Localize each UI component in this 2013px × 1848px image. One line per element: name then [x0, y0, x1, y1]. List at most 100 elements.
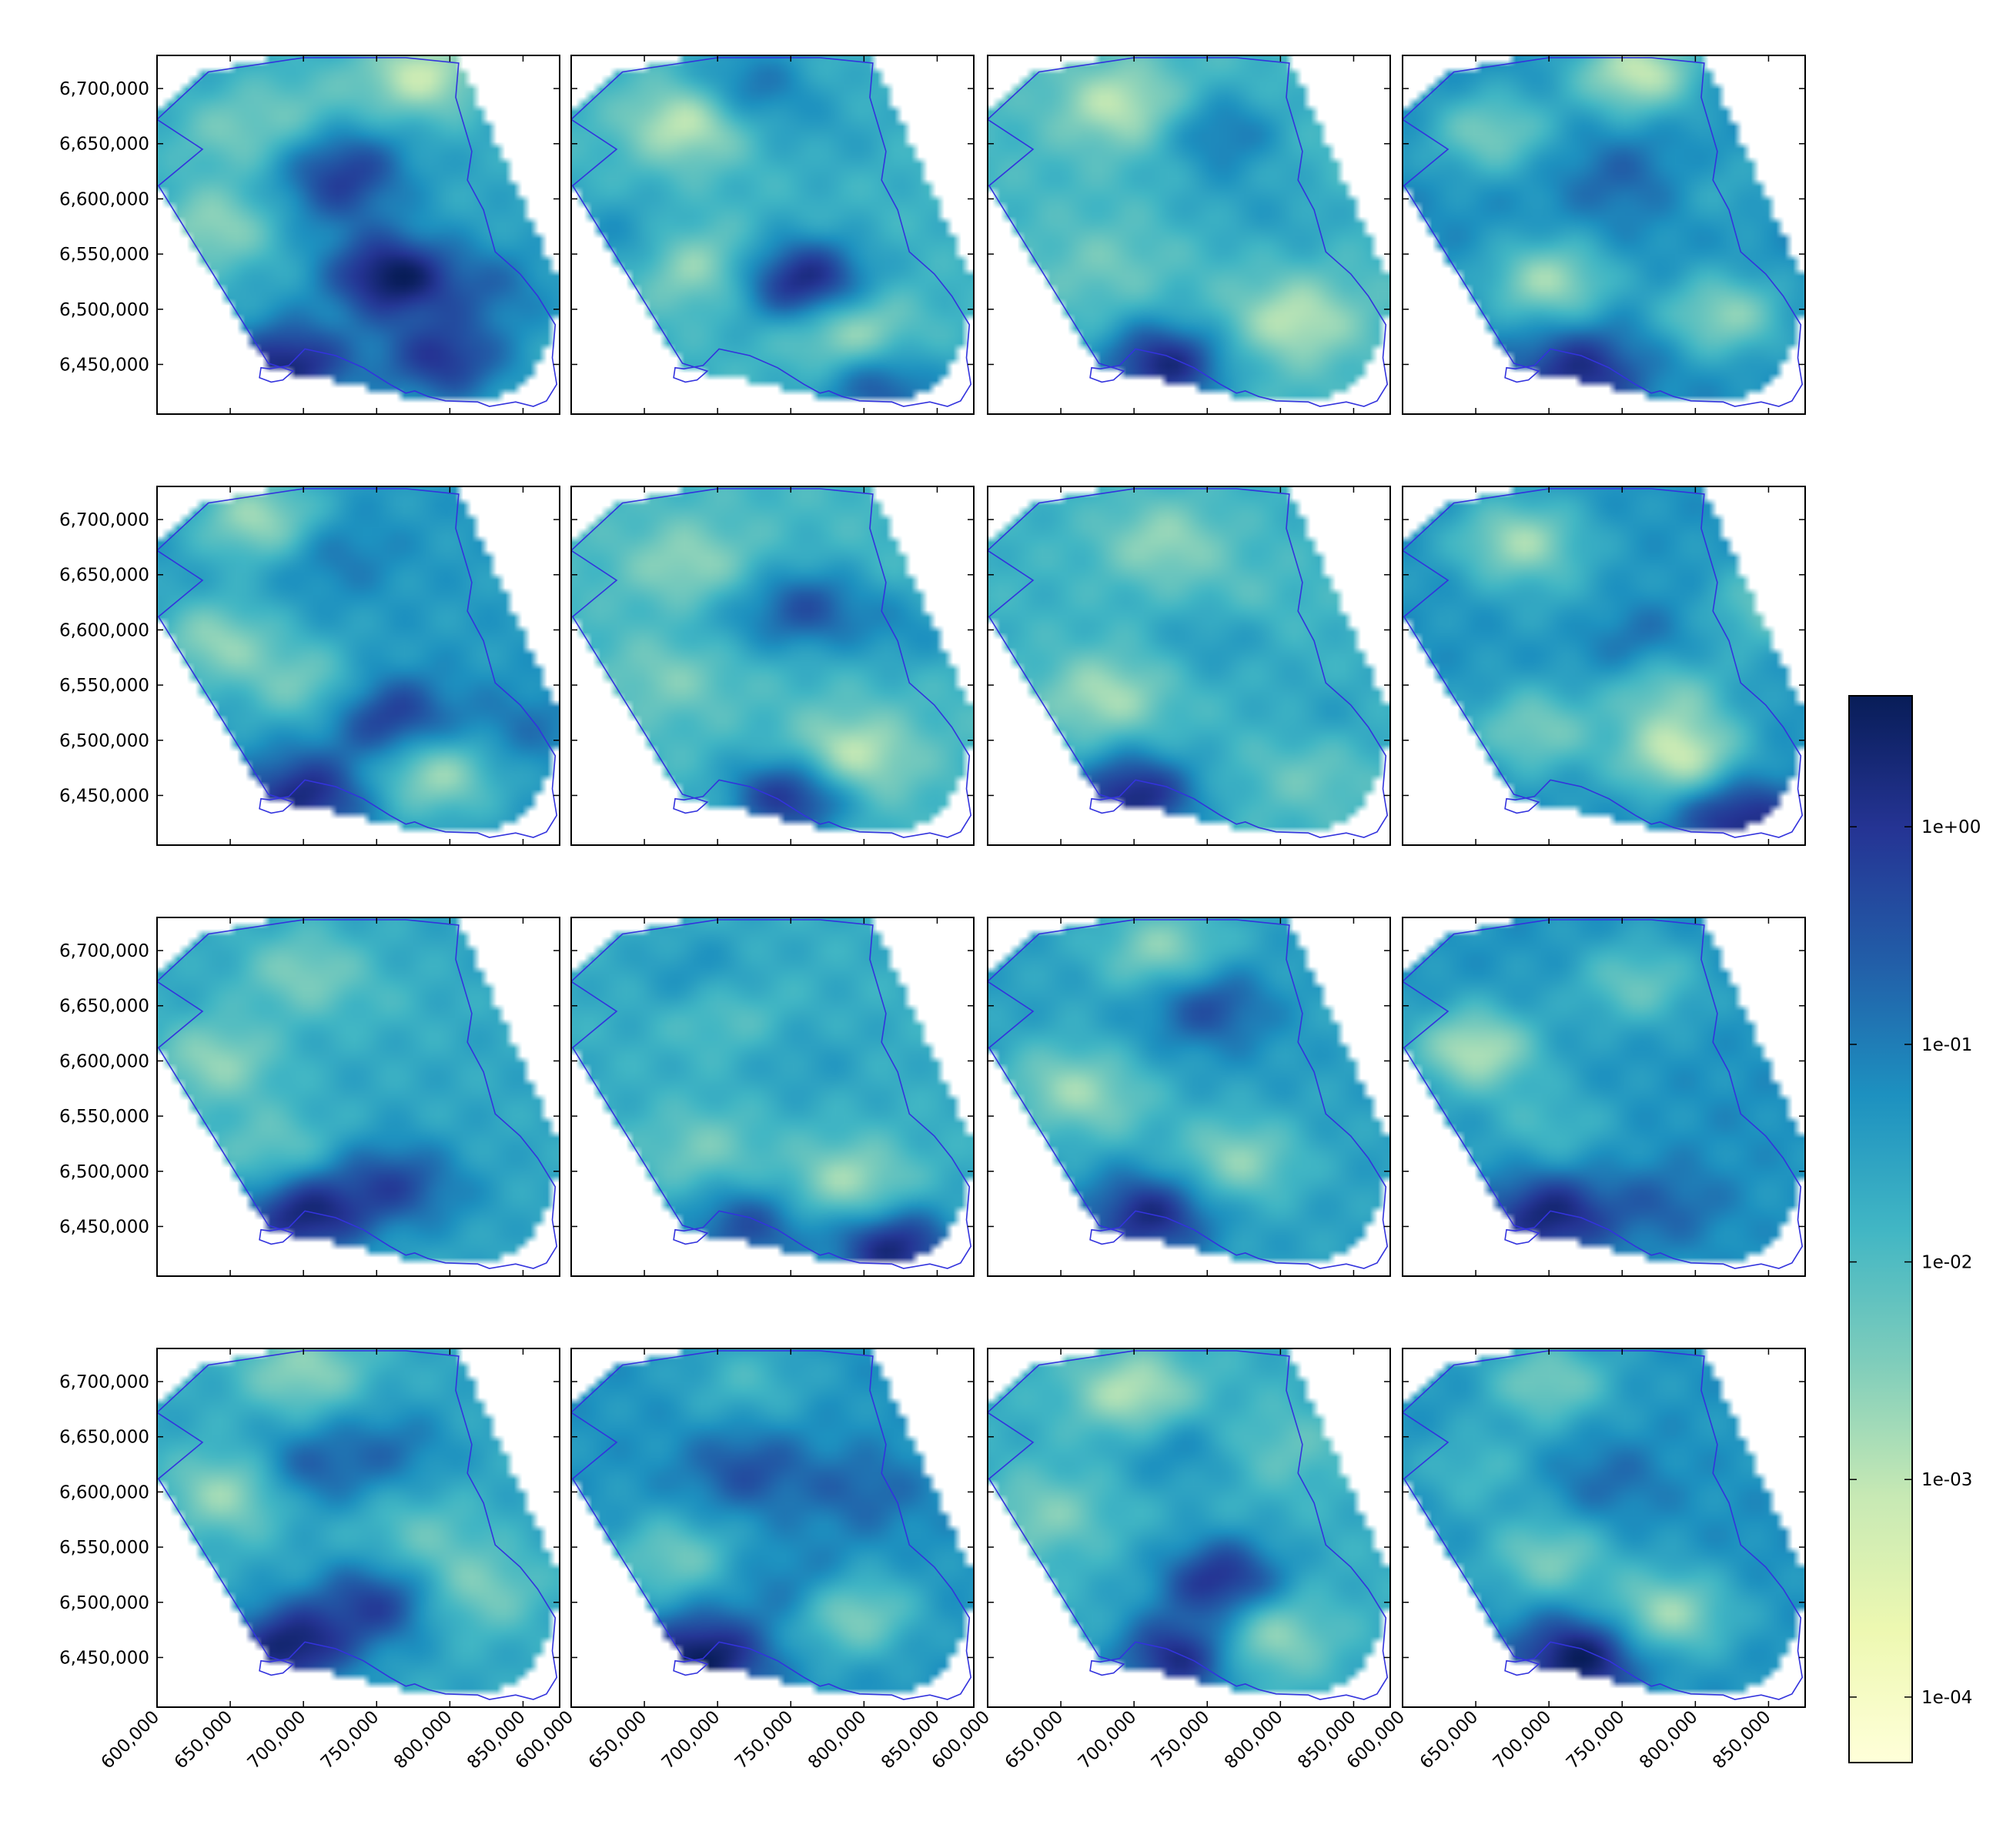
y-tick-label: 6,500,000: [59, 300, 149, 320]
axes-frame: [987, 917, 1391, 1277]
x-tick-label: 650,000: [1416, 1707, 1483, 1773]
x-tick-label: 850,000: [1709, 1707, 1775, 1773]
y-tick-label: 6,600,000: [59, 1482, 149, 1502]
axes-frame: [156, 486, 560, 846]
y-tick-label: 6,500,000: [59, 731, 149, 751]
y-tick-label: 6,650,000: [59, 997, 149, 1017]
x-tick-label: 700,000: [244, 1707, 310, 1773]
axes-frame: [570, 55, 975, 415]
map-panel: [156, 55, 560, 415]
y-axis-tick-labels: 6,450,000 6,500,000 6,550,000 6,600,000 6,65…: [59, 79, 149, 1668]
heatmap-field: [157, 55, 560, 414]
y-tick-label: 6,600,000: [59, 1051, 149, 1071]
x-tick-label: 650,000: [171, 1707, 237, 1773]
heatmap-field: [1403, 1348, 1805, 1707]
map-panel: [987, 1348, 1391, 1708]
x-tick-label: 700,000: [1490, 1707, 1556, 1773]
axes-frame: [1402, 917, 1806, 1277]
colorbar-gradient: [1848, 695, 1913, 1763]
x-tick-label: 700,000: [658, 1707, 724, 1773]
axes-frame: [570, 917, 975, 1277]
colorbar-tick-label: 1e+00: [1921, 817, 1981, 837]
heatmap-field: [157, 486, 560, 845]
region-boundary: [987, 488, 1389, 838]
panel-grid: [156, 55, 1806, 1708]
y-tick-label: 6,550,000: [59, 1538, 149, 1558]
map-panel: [987, 55, 1391, 415]
axes-frame: [987, 1348, 1391, 1708]
y-tick-label: 6,450,000: [59, 355, 149, 375]
y-tick-label: 6,550,000: [59, 1107, 149, 1127]
y-tick-label: 6,650,000: [59, 135, 149, 155]
region-boundary: [156, 57, 558, 407]
x-tick-label: 700,000: [1075, 1707, 1141, 1773]
x-tick-label: 800,000: [1636, 1707, 1702, 1773]
axes-frame: [1402, 55, 1806, 415]
x-tick-label: 750,000: [1563, 1707, 1629, 1773]
region-boundary: [1402, 57, 1804, 407]
x-tick-label: 750,000: [317, 1707, 383, 1773]
region-boundary: [1402, 1350, 1804, 1700]
y-tick-label: 6,600,000: [59, 620, 149, 640]
y-tick-label: 6,600,000: [59, 189, 149, 209]
y-tick-label: 6,700,000: [59, 510, 149, 530]
map-panel: [570, 486, 975, 846]
y-tick-label: 6,500,000: [59, 1162, 149, 1182]
map-panel: [1402, 1348, 1806, 1708]
x-axis-tick-labels: 600,000 650,000 700,000 750,000 800,000 850,0…: [98, 1707, 1775, 1773]
heatmap-field: [1403, 486, 1805, 845]
y-tick-label: 6,450,000: [59, 1648, 149, 1668]
region-boundary: [570, 1350, 972, 1700]
y-tick-label: 6,550,000: [59, 676, 149, 696]
region-boundary: [570, 919, 972, 1269]
map-panel: [1402, 486, 1806, 846]
heatmap-field: [988, 917, 1390, 1276]
colorbar-tick-label: 1e-01: [1921, 1035, 1972, 1055]
heatmap-field: [571, 1348, 974, 1707]
map-panel: [156, 486, 560, 846]
region-boundary: [156, 1350, 558, 1700]
region-boundary: [987, 1350, 1389, 1700]
colorbar: 1e-04 1e-03 1e-02 1e-01 1e+00: [1848, 695, 1981, 1763]
y-tick-label: 6,450,000: [59, 786, 149, 806]
map-panel: [156, 1348, 560, 1708]
x-tick-label: 750,000: [1148, 1707, 1214, 1773]
x-tick-label: 800,000: [804, 1707, 871, 1773]
y-tick-label: 6,650,000: [59, 1428, 149, 1448]
region-boundary: [1402, 919, 1804, 1269]
axes-frame: [156, 1348, 560, 1708]
colorbar-tick-label: 1e-02: [1921, 1253, 1972, 1273]
heatmap-field: [571, 917, 974, 1276]
map-panel: [987, 917, 1391, 1277]
y-tick-label: 6,450,000: [59, 1217, 149, 1237]
map-panel: [1402, 917, 1806, 1277]
heatmap-field: [988, 486, 1390, 845]
heatmap-field: [157, 917, 560, 1276]
region-boundary: [570, 57, 972, 407]
colorbar-tick-label: 1e-03: [1921, 1470, 1972, 1490]
heatmap-field: [988, 55, 1390, 414]
heatmap-field: [1403, 917, 1805, 1276]
map-panel: [1402, 55, 1806, 415]
y-tick-label: 6,500,000: [59, 1593, 149, 1613]
heatmap-field: [988, 1348, 1390, 1707]
axes-frame: [156, 55, 560, 415]
y-tick-label: 6,700,000: [59, 941, 149, 961]
y-tick-label: 6,700,000: [59, 1372, 149, 1392]
map-panel: [987, 486, 1391, 846]
map-panel: [570, 917, 975, 1277]
axes-frame: [1402, 486, 1806, 846]
colorbar-ticks: 1e-04 1e-03 1e-02 1e-01 1e+00: [1849, 817, 1981, 1708]
map-panel: [156, 917, 560, 1277]
x-tick-label: 650,000: [1001, 1707, 1068, 1773]
region-boundary: [987, 919, 1389, 1269]
region-boundary: [570, 488, 972, 838]
x-tick-label: 650,000: [585, 1707, 651, 1773]
region-boundary: [1402, 488, 1804, 838]
map-panel: [570, 1348, 975, 1708]
x-tick-label: 600,000: [98, 1707, 164, 1773]
axes-frame: [987, 55, 1391, 415]
axes-frame: [570, 486, 975, 846]
x-tick-label: 800,000: [390, 1707, 456, 1773]
